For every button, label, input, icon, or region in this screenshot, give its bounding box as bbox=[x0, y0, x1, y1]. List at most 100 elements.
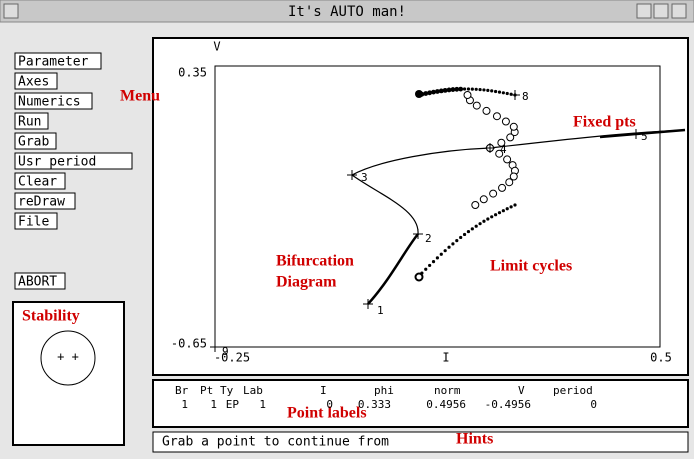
hint-panel bbox=[152, 431, 689, 453]
annotation: Fixed pts bbox=[573, 114, 636, 131]
info-value: -0.4956 bbox=[485, 398, 531, 411]
hint-text: Grab a point to continue from bbox=[162, 435, 389, 450]
cycle-dot bbox=[470, 227, 474, 231]
cycle-dot bbox=[435, 89, 440, 94]
cycle-dot bbox=[447, 245, 451, 249]
window-menu-button[interactable] bbox=[3, 3, 19, 19]
annotation: Stability bbox=[22, 308, 80, 325]
eigenvalues: + + bbox=[57, 350, 79, 364]
abort-label[interactable]: ABORT bbox=[18, 275, 57, 290]
cycle-circle bbox=[497, 138, 506, 147]
stable-branch-upper bbox=[599, 128, 686, 139]
cycle-circle bbox=[492, 112, 501, 121]
cycle-circle bbox=[501, 117, 510, 126]
cycle-dot bbox=[442, 87, 448, 93]
y-axis-label: V bbox=[213, 40, 220, 54]
cycle-dot bbox=[474, 87, 478, 91]
cycle-dot bbox=[486, 217, 490, 221]
point-label: 3 bbox=[361, 171, 368, 184]
cycle-dot bbox=[431, 89, 436, 95]
cycle-dot bbox=[486, 88, 490, 92]
cycle-circle bbox=[463, 91, 472, 99]
unit-circle bbox=[40, 330, 96, 386]
cycle-circle bbox=[509, 122, 518, 131]
menu-button[interactable] bbox=[14, 52, 102, 70]
cycle-dot bbox=[431, 260, 436, 264]
cycle-dot bbox=[494, 213, 498, 217]
menu-label[interactable]: reDraw bbox=[18, 195, 65, 210]
plot-labels: V I 0.35 -0.65 -0.25 0.5 1 2 3 4 5 8 9 bbox=[171, 40, 672, 365]
y-tick-label: 0.35 bbox=[178, 66, 207, 80]
annotation: Point labels bbox=[287, 405, 367, 422]
menu-label[interactable]: File bbox=[18, 215, 49, 230]
menu-button[interactable] bbox=[14, 112, 49, 130]
annotation: Hints bbox=[456, 431, 493, 448]
abort-button[interactable] bbox=[14, 272, 66, 290]
info-value: 0 bbox=[590, 398, 597, 411]
cycle-dot bbox=[455, 238, 459, 243]
limit-cycle-branch bbox=[414, 86, 519, 282]
cycle-dot bbox=[459, 235, 463, 240]
annotation: Limit cycles bbox=[490, 258, 572, 275]
cycle-dot bbox=[438, 88, 444, 94]
cycle-dot bbox=[482, 219, 486, 223]
x-tick-label: -0.25 bbox=[214, 351, 250, 365]
cycle-dot bbox=[478, 222, 482, 226]
cycle-dot bbox=[466, 229, 471, 234]
cycle-dot bbox=[482, 88, 486, 92]
info-value: EP bbox=[226, 398, 240, 411]
menu-label[interactable]: Grab bbox=[18, 135, 49, 150]
cycle-circle bbox=[503, 155, 512, 164]
cycle-circle bbox=[506, 133, 515, 142]
menu-button[interactable] bbox=[14, 72, 58, 90]
menu-button[interactable] bbox=[14, 152, 133, 170]
menu-label[interactable]: Clear bbox=[18, 175, 57, 190]
title-bar bbox=[0, 0, 694, 23]
menu-button[interactable] bbox=[14, 92, 93, 110]
info-header: Pt bbox=[200, 384, 213, 397]
info-header: Ty bbox=[220, 384, 234, 397]
info-value: 1 bbox=[210, 398, 217, 411]
cycle-dot bbox=[458, 86, 464, 92]
menu-label[interactable]: Axes bbox=[18, 75, 49, 90]
info-value: 1 bbox=[259, 398, 266, 411]
minimize-button[interactable] bbox=[636, 3, 652, 19]
info-header: phi bbox=[374, 384, 394, 397]
cycle-circle bbox=[479, 195, 488, 204]
menu-label[interactable]: Usr period bbox=[18, 155, 96, 170]
menu-button[interactable] bbox=[14, 132, 57, 150]
cycle-dot bbox=[435, 256, 439, 260]
axes-box bbox=[214, 65, 661, 348]
cycle-circle bbox=[472, 101, 481, 110]
cycle-circle bbox=[489, 189, 498, 198]
point-marker bbox=[363, 299, 373, 309]
point-marker bbox=[347, 170, 357, 180]
menu-button[interactable] bbox=[14, 212, 58, 230]
stable-branch bbox=[367, 233, 419, 305]
point-marker bbox=[485, 143, 495, 153]
cycle-circle bbox=[495, 149, 504, 158]
cycle-end bbox=[414, 272, 424, 282]
x-tick-label: 0.5 bbox=[650, 351, 672, 365]
cycle-dot bbox=[509, 205, 513, 209]
point-marker bbox=[631, 129, 641, 139]
menu-button[interactable] bbox=[14, 192, 76, 210]
point-label: 9 bbox=[222, 345, 229, 358]
y-tick-label: -0.65 bbox=[171, 337, 207, 351]
x-axis-label: I bbox=[442, 351, 449, 365]
menu-label[interactable]: Parameter bbox=[18, 55, 89, 70]
cycle-dot bbox=[450, 87, 456, 92]
cycle-dot bbox=[505, 91, 509, 96]
maximize-button[interactable] bbox=[653, 3, 669, 19]
menu-label[interactable]: Run bbox=[18, 115, 41, 130]
info-header: period bbox=[553, 384, 593, 397]
cycle-dot bbox=[427, 90, 433, 96]
cycle-dot bbox=[443, 249, 447, 253]
cycle-dot bbox=[462, 232, 467, 237]
stability-panel bbox=[12, 301, 125, 446]
info-header: Lab bbox=[243, 384, 263, 397]
annotation: Menu bbox=[120, 88, 160, 105]
menu-button[interactable] bbox=[14, 172, 66, 190]
close-button[interactable] bbox=[671, 3, 687, 19]
menu-label[interactable]: Numerics bbox=[18, 95, 81, 110]
